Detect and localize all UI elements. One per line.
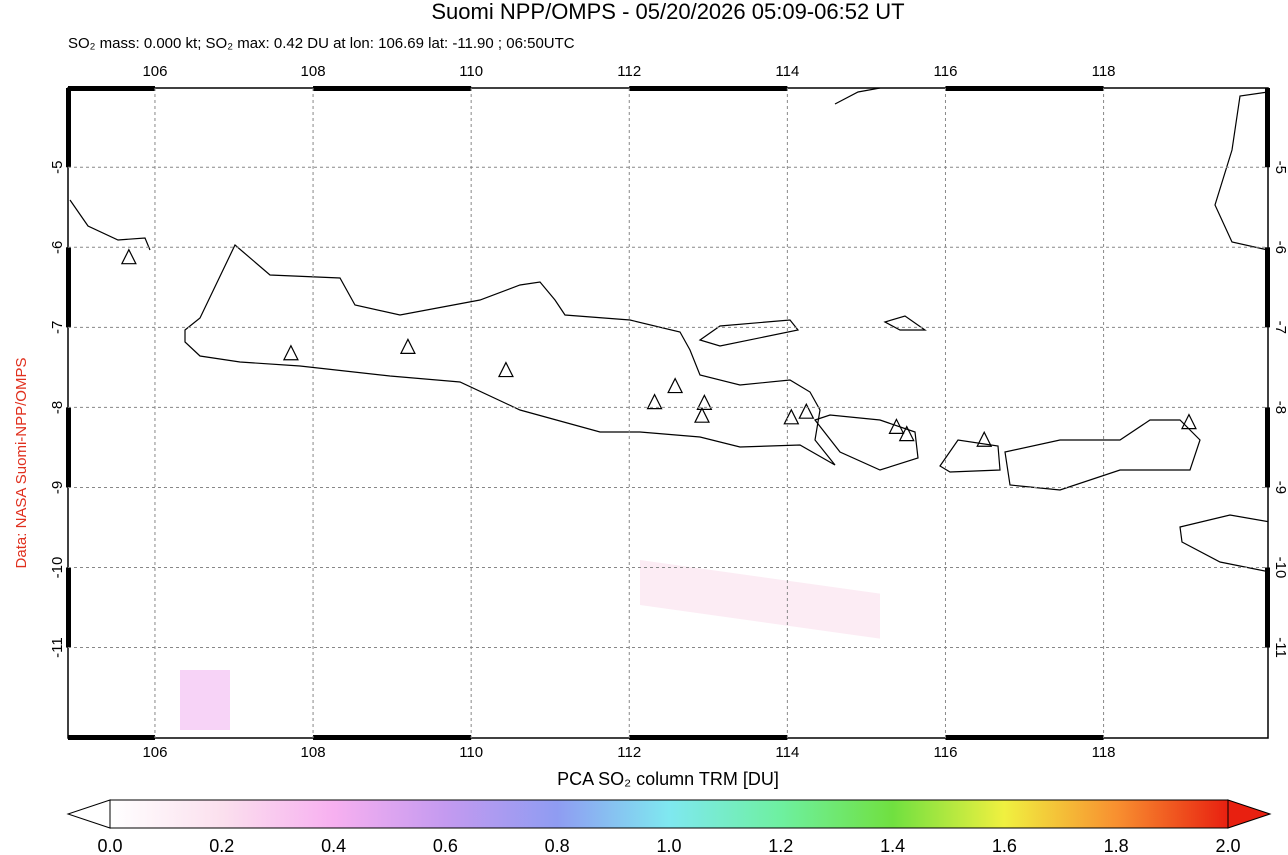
frame-bar (945, 86, 1104, 91)
y-tick-label: -5 (49, 161, 66, 174)
x-tick-label: 112 (617, 744, 641, 761)
volcano-marker (888, 418, 905, 435)
x-tick-label: 108 (301, 63, 326, 80)
subtitle: SO₂ mass: 0.000 kt; SO₂ max: 0.42 DU at … (68, 35, 575, 52)
background-shading (180, 670, 230, 730)
colorbar-tick-label: 1.6 (992, 836, 1017, 855)
frame-bar (1265, 567, 1270, 648)
colorbar-over (1227, 799, 1272, 829)
y-tick-label: -10 (49, 557, 66, 579)
colorbar-tick-label: 0.8 (545, 836, 570, 855)
coastline (883, 315, 927, 331)
colorbar-tick-label: 0.2 (209, 836, 234, 855)
volcano-marker (646, 393, 663, 410)
frame-bar (629, 86, 788, 91)
volcano-marker (399, 338, 416, 354)
colorbar-under (66, 799, 111, 829)
colorbar-tick-label: 1.2 (768, 836, 793, 855)
coastline (184, 244, 836, 466)
x-tick-label: 108 (301, 744, 326, 761)
frame-bar (66, 567, 71, 648)
y-tick-label: -10 (1272, 557, 1288, 579)
map-area (68, 88, 1268, 738)
y-tick-label: -6 (49, 241, 66, 254)
volcano-marker (798, 402, 815, 419)
coastline (939, 439, 1001, 473)
x-tick-label: 110 (459, 744, 483, 761)
y-tick-label: -9 (49, 481, 66, 494)
coastline (814, 414, 919, 471)
coastline (1179, 514, 1268, 573)
y-tick-label: -7 (1272, 321, 1288, 334)
colorbar-tick-label: 0.0 (97, 836, 122, 855)
coastline (698, 319, 800, 347)
frame-bar (66, 247, 71, 328)
y-tick-label: -8 (1272, 401, 1288, 414)
coastline (1214, 91, 1268, 251)
frame-bar (1265, 247, 1270, 328)
volcano-marker (1180, 413, 1197, 430)
frame-bar (1265, 407, 1270, 488)
background-shading (640, 559, 880, 639)
x-tick-label: 106 (142, 63, 167, 80)
colorbar-tick-label: 0.4 (321, 836, 346, 855)
frame-bar (66, 88, 71, 168)
colorbar-tick-label: 0.6 (433, 836, 458, 855)
y-tick-label: -7 (49, 321, 66, 334)
frame-bar (68, 735, 155, 740)
colorbar-tick-label: 1.8 (1104, 836, 1129, 855)
y-tick-label: -11 (49, 637, 66, 658)
x-tick-label: 116 (934, 744, 958, 761)
frame-bar (66, 407, 71, 488)
x-tick-label: 112 (617, 63, 641, 80)
x-tick-label: 106 (142, 744, 167, 761)
x-tick-label: 110 (459, 63, 483, 80)
y-tick-label: -11 (1272, 637, 1288, 658)
frame-bar (1265, 88, 1270, 168)
volcano-marker (696, 394, 713, 410)
volcano-marker (120, 248, 137, 265)
coastline (69, 199, 151, 251)
frame-bar (68, 86, 155, 91)
colorbar-tick-label: 1.0 (656, 836, 681, 855)
map-background (68, 88, 1268, 738)
volcano-marker (667, 377, 684, 394)
colorbar (109, 799, 1229, 829)
x-tick-label: 114 (775, 744, 799, 761)
volcano-marker (976, 430, 993, 447)
x-tick-label: 118 (1092, 744, 1116, 761)
x-tick-label: 116 (934, 63, 958, 80)
volcano-marker (282, 344, 299, 361)
x-tick-label: 114 (775, 63, 799, 80)
frame-bar (313, 86, 472, 91)
title: Suomi NPP/OMPS - 05/20/2026 05:09-06:52 … (431, 0, 904, 24)
colorbar-tick-label: 2.0 (1215, 836, 1240, 855)
y-tick-label: -9 (1272, 481, 1288, 494)
frame-bar (313, 735, 472, 740)
y-tick-label: -8 (49, 401, 66, 414)
volcano-marker (898, 425, 915, 442)
x-tick-label: 118 (1092, 63, 1116, 80)
coastline (834, 88, 881, 105)
credit: Data: NASA Suomi-NPP/OMPS (13, 358, 30, 569)
volcano-marker (783, 408, 800, 425)
coastline (1004, 419, 1201, 491)
colorbar-tick-label: 1.4 (880, 836, 905, 855)
y-tick-label: -5 (1272, 161, 1288, 174)
frame-bar (629, 735, 788, 740)
volcano-marker (694, 406, 710, 423)
volcano-marker (497, 361, 514, 378)
frame-bar (945, 735, 1104, 740)
colorbar-label: PCA SO₂ column TRM [DU] (557, 769, 779, 789)
y-tick-label: -6 (1272, 241, 1288, 254)
